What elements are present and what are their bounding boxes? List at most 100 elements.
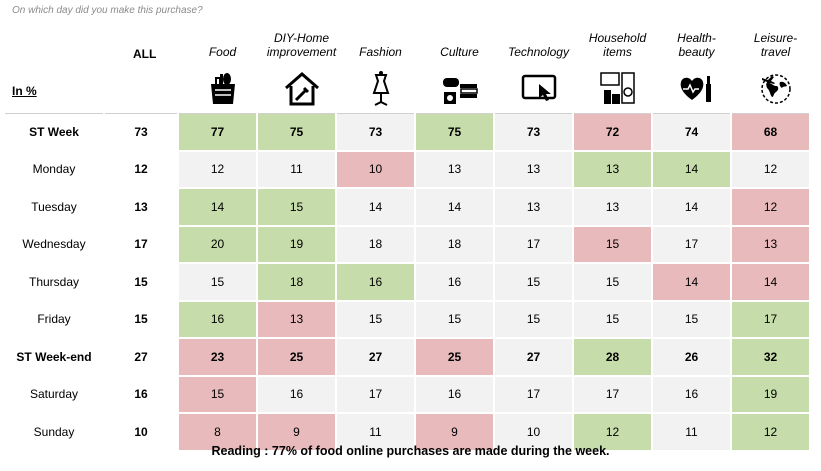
column-label-line: Technology [508, 45, 569, 59]
value-cell-health: 14 [652, 150, 732, 189]
value-cell-culture: 13 [415, 150, 495, 189]
touchscreen-icon [521, 70, 557, 106]
row-label: Wednesday [5, 225, 105, 264]
value-cell-fashion: 17 [336, 375, 416, 414]
column-label-line: Food [208, 45, 237, 59]
value-cell-leisure: 19 [731, 375, 811, 414]
value-cell-leisure: 14 [731, 263, 811, 302]
value-cell-technology: 10 [494, 413, 574, 452]
value-cell-household: 28 [573, 338, 653, 377]
row-label: Tuesday [5, 188, 105, 227]
row-label: Sunday [5, 413, 105, 452]
value-cell-food: 15 [178, 375, 258, 414]
column-label-leisure: Leisure-travel [736, 31, 815, 59]
value-cell-technology: 17 [494, 225, 574, 264]
value-cell-fashion: 27 [336, 338, 416, 377]
column-header-household: Household items [578, 20, 657, 108]
row-label: Thursday [5, 263, 105, 302]
value-cell-food: 77 [178, 113, 258, 152]
value-cell-food: 8 [178, 413, 258, 452]
value-cell-health: 15 [652, 300, 732, 339]
appliances-icon [600, 70, 636, 106]
value-cell-household: 15 [573, 225, 653, 264]
table-row: ST Week 73 77 75 73 75 73 72 74 68 [5, 113, 811, 152]
table-row: Saturday 16 15 16 17 16 17 17 16 19 [5, 375, 811, 414]
value-cell-culture: 75 [415, 113, 495, 152]
value-cell-leisure: 13 [731, 225, 811, 264]
value-cell-technology: 13 [494, 150, 574, 189]
column-label-line: beauty [678, 45, 715, 59]
column-label-line: travel [760, 45, 791, 59]
value-cell-food: 12 [178, 150, 258, 189]
value-cell-leisure: 17 [731, 300, 811, 339]
column-header-diy: DIY-Home improvement [262, 20, 341, 108]
all-value: 16 [104, 375, 179, 414]
value-cell-household: 15 [573, 300, 653, 339]
value-cell-diy: 19 [257, 225, 337, 264]
column-label-culture: Culture [420, 45, 499, 59]
value-cell-health: 17 [652, 225, 732, 264]
question-text: On which day did you make this purchase? [12, 5, 203, 16]
value-cell-fashion: 18 [336, 225, 416, 264]
value-cell-fashion: 10 [336, 150, 416, 189]
value-cell-health: 16 [652, 375, 732, 414]
value-cell-culture: 16 [415, 263, 495, 302]
value-cell-fashion: 15 [336, 300, 416, 339]
value-cell-fashion: 11 [336, 413, 416, 452]
value-cell-health: 11 [652, 413, 732, 452]
value-cell-culture: 16 [415, 375, 495, 414]
value-cell-technology: 73 [494, 113, 574, 152]
value-cell-leisure: 32 [731, 338, 811, 377]
value-cell-leisure: 68 [731, 113, 811, 152]
column-header-health: Health-beauty [657, 20, 736, 108]
column-header-food: Food [183, 20, 262, 108]
column-label-technology: Technology [499, 45, 578, 59]
gamepad-books-icon [442, 70, 478, 106]
all-value: 13 [104, 188, 179, 227]
value-cell-fashion: 14 [336, 188, 416, 227]
value-cell-food: 20 [178, 225, 258, 264]
table-row: Thursday 15 15 18 16 16 15 15 14 14 [5, 263, 811, 302]
reading-note: Reading : 77% of food online purchases a… [211, 444, 610, 458]
value-cell-diy: 16 [257, 375, 337, 414]
value-cell-leisure: 12 [731, 413, 811, 452]
all-value: 17 [104, 225, 179, 264]
row-label: ST Week-end [5, 338, 105, 377]
value-cell-health: 26 [652, 338, 732, 377]
value-cell-diy: 15 [257, 188, 337, 227]
column-label-line: improvement [266, 45, 337, 59]
column-label-line: Health- [677, 31, 716, 45]
value-cell-household: 17 [573, 375, 653, 414]
all-value: 73 [104, 113, 179, 152]
value-cell-technology: 27 [494, 338, 574, 377]
row-label: Monday [5, 150, 105, 189]
all-column-header: ALL [133, 47, 157, 61]
value-cell-health: 74 [652, 113, 732, 152]
value-cell-technology: 15 [494, 263, 574, 302]
value-cell-household: 13 [573, 188, 653, 227]
value-cell-culture: 9 [415, 413, 495, 452]
value-cell-technology: 13 [494, 188, 574, 227]
column-label-fashion: Fashion [341, 45, 420, 59]
table-row: Tuesday 13 14 15 14 14 13 13 14 12 [5, 188, 811, 227]
value-cell-culture: 14 [415, 188, 495, 227]
dress-mannequin-icon [363, 70, 399, 106]
column-header-technology: Technology [499, 20, 578, 108]
value-cell-diy: 13 [257, 300, 337, 339]
column-label-health: Health-beauty [657, 31, 736, 59]
column-header-culture: Culture [420, 20, 499, 108]
column-label-line: DIY-Home [273, 31, 330, 45]
value-cell-technology: 17 [494, 375, 574, 414]
value-cell-fashion: 16 [336, 263, 416, 302]
table-row: Monday 12 12 11 10 13 13 13 14 12 [5, 150, 811, 189]
all-value: 12 [104, 150, 179, 189]
row-label: Friday [5, 300, 105, 339]
column-label-diy: DIY-Home improvement [262, 31, 341, 59]
table-row: Wednesday 17 20 19 18 18 17 15 17 13 [5, 225, 811, 264]
value-cell-household: 12 [573, 413, 653, 452]
value-cell-diy: 75 [257, 113, 337, 152]
table-row: Sunday 10 8 9 11 9 10 12 11 12 [5, 413, 811, 452]
value-cell-fashion: 73 [336, 113, 416, 152]
row-label: ST Week [5, 113, 105, 152]
column-label-line: Leisure- [753, 31, 798, 45]
